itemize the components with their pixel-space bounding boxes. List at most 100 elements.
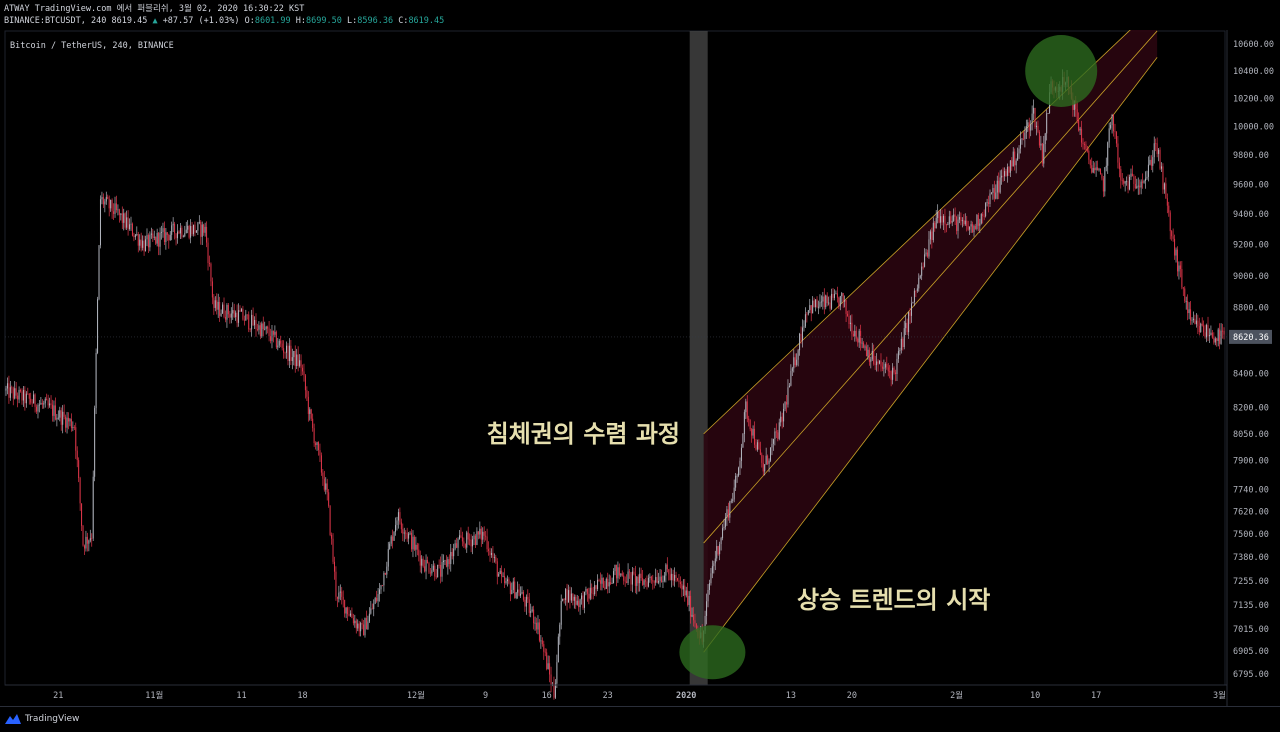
candle <box>1168 201 1170 217</box>
candle <box>79 476 81 511</box>
candle <box>92 470 94 541</box>
candle <box>1006 163 1008 183</box>
candle <box>675 571 677 583</box>
candle <box>1021 137 1023 145</box>
candle <box>710 568 712 586</box>
candle <box>261 321 263 339</box>
candle <box>1195 313 1197 328</box>
candle <box>928 231 930 259</box>
candle <box>835 290 837 295</box>
candle <box>631 567 633 593</box>
candle <box>1091 157 1093 174</box>
candle <box>1047 113 1049 115</box>
annotation-text[interactable]: 침체권의 수렴 과정 <box>487 420 680 448</box>
candle <box>332 533 334 565</box>
candle <box>364 617 366 638</box>
candle <box>829 295 831 312</box>
candle <box>1033 99 1035 121</box>
candle <box>607 572 609 594</box>
candle <box>377 587 379 607</box>
candle <box>1076 101 1078 124</box>
candle <box>820 295 822 307</box>
candle <box>887 362 889 377</box>
candle <box>897 347 899 363</box>
low-label: L: <box>346 16 358 26</box>
candle <box>66 411 68 434</box>
candle <box>129 218 131 231</box>
candle <box>857 337 859 347</box>
candle <box>8 375 10 404</box>
candle <box>639 567 641 592</box>
candle <box>272 330 274 343</box>
candle <box>505 577 507 585</box>
candle <box>992 184 994 200</box>
candle <box>508 577 510 585</box>
candle <box>780 411 782 427</box>
channel-mid-line[interactable] <box>703 30 1158 544</box>
candle <box>63 404 65 420</box>
candle <box>515 591 517 600</box>
candle <box>1038 130 1040 148</box>
candle <box>989 189 991 208</box>
candle <box>384 572 386 576</box>
candle <box>681 581 683 598</box>
candle <box>883 359 885 377</box>
candle <box>767 454 769 465</box>
candle <box>145 235 147 252</box>
candle <box>896 353 898 381</box>
candle <box>1095 160 1097 177</box>
candle <box>57 410 59 420</box>
candle <box>243 315 245 326</box>
candle <box>998 172 1000 200</box>
candle <box>844 295 846 308</box>
candle <box>1187 294 1189 321</box>
candle <box>537 615 539 635</box>
candle <box>270 328 272 344</box>
x-tick-label: 9 <box>483 691 488 701</box>
candle <box>1127 174 1129 194</box>
candle <box>403 527 405 542</box>
candle <box>815 299 817 312</box>
candle <box>521 586 523 595</box>
candle <box>822 291 824 310</box>
x-tick-label: 12월 <box>407 690 425 701</box>
candle <box>601 574 603 591</box>
candle <box>249 328 251 333</box>
candle <box>175 233 177 246</box>
candle <box>1133 174 1135 192</box>
candle <box>412 530 414 558</box>
candle <box>169 231 171 241</box>
candle <box>146 228 148 247</box>
tradingview-logo[interactable]: TradingView <box>4 713 79 725</box>
candle <box>409 531 411 536</box>
candle <box>684 578 686 602</box>
candle <box>485 531 487 541</box>
candle <box>908 311 910 339</box>
candle <box>201 221 203 246</box>
candle <box>466 530 468 553</box>
channel-lower-line[interactable] <box>703 57 1158 653</box>
candle <box>213 294 215 315</box>
candle <box>1191 317 1193 325</box>
candle <box>556 654 558 689</box>
candle <box>490 548 492 558</box>
candle <box>60 407 62 431</box>
candle <box>17 392 19 408</box>
candle <box>828 296 830 306</box>
candle <box>967 220 969 231</box>
candle <box>876 353 878 372</box>
highlight-circle[interactable] <box>679 625 746 680</box>
candle <box>691 607 693 618</box>
y-tick-label: 7255.00 <box>1233 577 1269 587</box>
candle <box>437 564 439 578</box>
candle <box>969 226 971 236</box>
candle <box>371 603 373 610</box>
annotation-text[interactable]: 상승 트렌드의 시작 <box>797 586 990 614</box>
candle <box>559 622 561 645</box>
candle <box>1222 323 1224 339</box>
y-tick-label: 7380.00 <box>1233 553 1269 563</box>
candle <box>809 298 811 314</box>
highlight-circle[interactable] <box>1025 35 1098 107</box>
candle <box>427 556 428 564</box>
